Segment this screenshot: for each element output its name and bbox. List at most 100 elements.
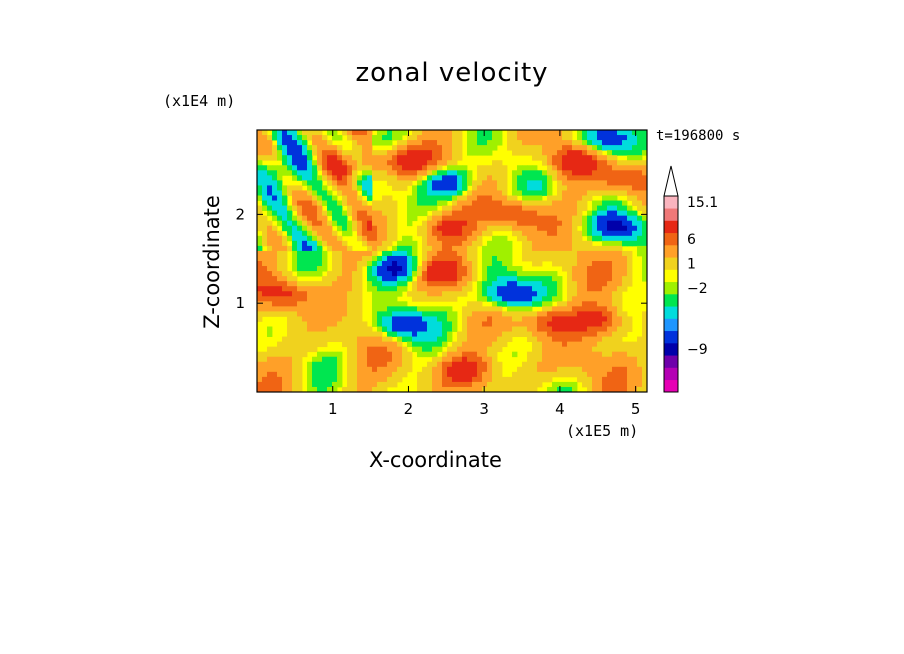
heatmap-cell — [642, 220, 648, 227]
heatmap-cell — [297, 170, 303, 176]
heatmap-cell — [527, 381, 533, 388]
heatmap-cell — [272, 230, 278, 237]
heatmap-cell — [392, 255, 398, 262]
heatmap-cell — [452, 240, 458, 247]
heatmap-cell — [342, 160, 348, 166]
heatmap-cell — [497, 386, 503, 393]
heatmap-cell — [372, 356, 378, 363]
heatmap-cell — [492, 200, 498, 206]
heatmap-cell — [597, 296, 603, 302]
heatmap-cell — [597, 261, 603, 267]
heatmap-cell — [327, 220, 333, 227]
heatmap-cell — [487, 281, 493, 287]
heatmap-cell — [607, 170, 613, 176]
heatmap-cell — [617, 245, 623, 252]
heatmap-cell — [317, 296, 323, 302]
heatmap-cell — [437, 170, 443, 176]
heatmap-cell — [572, 336, 578, 343]
heatmap-cell — [482, 336, 488, 343]
heatmap-cell — [612, 261, 618, 267]
heatmap-cell — [547, 286, 553, 292]
heatmap-cell — [472, 190, 478, 196]
heatmap-cell — [382, 291, 388, 297]
heatmap-cell — [557, 155, 563, 161]
heatmap-cell — [442, 250, 448, 257]
heatmap-cell — [547, 185, 553, 191]
heatmap-cell — [312, 140, 318, 146]
heatmap-cell — [447, 225, 453, 232]
heatmap-cell — [327, 245, 333, 252]
heatmap-cell — [322, 341, 328, 348]
heatmap-cell — [607, 245, 613, 252]
heatmap-cell — [547, 311, 553, 317]
heatmap-cell — [312, 286, 318, 292]
heatmap-cell — [437, 240, 443, 247]
heatmap-cell — [597, 341, 603, 348]
heatmap-cell — [357, 276, 363, 282]
heatmap-cell — [567, 266, 573, 272]
heatmap-cell — [567, 255, 573, 262]
heatmap-cell — [472, 356, 478, 363]
heatmap-cell — [462, 185, 468, 191]
colorbar-label: 1 — [687, 256, 696, 272]
heatmap-cell — [417, 346, 423, 353]
heatmap-cell — [437, 200, 443, 206]
heatmap-cell — [512, 195, 518, 201]
heatmap-cell — [527, 145, 533, 151]
heatmap-cell — [397, 130, 403, 136]
heatmap-cell — [522, 235, 528, 242]
heatmap-cell — [577, 361, 583, 368]
heatmap-cell — [482, 311, 488, 317]
heatmap-cell — [607, 336, 613, 343]
heatmap-cell — [577, 346, 583, 353]
heatmap-cell — [567, 190, 573, 196]
heatmap-cell — [402, 255, 408, 262]
heatmap-cell — [517, 321, 523, 327]
heatmap-cell — [642, 195, 648, 201]
heatmap-cell — [302, 346, 308, 353]
heatmap-cell — [357, 311, 363, 317]
heatmap-cell — [602, 316, 608, 322]
heatmap-cell — [522, 321, 528, 327]
heatmap-cell — [522, 205, 528, 212]
heatmap-cell — [442, 361, 448, 368]
heatmap-cell — [422, 250, 428, 257]
heatmap-cell — [427, 331, 433, 337]
heatmap-cell — [352, 261, 358, 267]
heatmap-cell — [362, 185, 368, 191]
heatmap-cell — [417, 230, 423, 237]
heatmap-cell — [312, 326, 318, 332]
heatmap-cell — [437, 180, 443, 186]
heatmap-cell — [332, 261, 338, 267]
heatmap-cell — [347, 195, 353, 201]
heatmap-cell — [382, 225, 388, 232]
heatmap-cell — [342, 341, 348, 348]
heatmap-cell — [367, 140, 373, 146]
heatmap-cell — [592, 291, 598, 297]
heatmap-cell — [287, 145, 293, 151]
heatmap-cell — [582, 276, 588, 282]
heatmap-cell — [492, 361, 498, 368]
heatmap-cell — [387, 215, 393, 222]
heatmap-cell — [292, 255, 298, 262]
heatmap-cell — [542, 306, 548, 312]
heatmap-cell — [492, 291, 498, 297]
heatmap-cell — [452, 165, 458, 171]
heatmap-cell — [502, 245, 508, 252]
heatmap-cell — [632, 195, 638, 201]
heatmap-cell — [292, 316, 298, 322]
heatmap-cell — [287, 276, 293, 282]
heatmap-cell — [502, 175, 508, 181]
y-tick-label: 2 — [235, 205, 245, 223]
heatmap-cell — [257, 190, 263, 196]
heatmap-cell — [452, 255, 458, 262]
heatmap-cell — [427, 135, 433, 141]
heatmap-cell — [277, 220, 283, 227]
heatmap-cell — [532, 371, 538, 378]
heatmap-cell — [277, 210, 283, 217]
heatmap-cell — [287, 150, 293, 156]
heatmap-cell — [612, 210, 618, 217]
heatmap-cell — [392, 250, 398, 257]
heatmap-cell — [607, 195, 613, 201]
heatmap-cell — [527, 150, 533, 156]
